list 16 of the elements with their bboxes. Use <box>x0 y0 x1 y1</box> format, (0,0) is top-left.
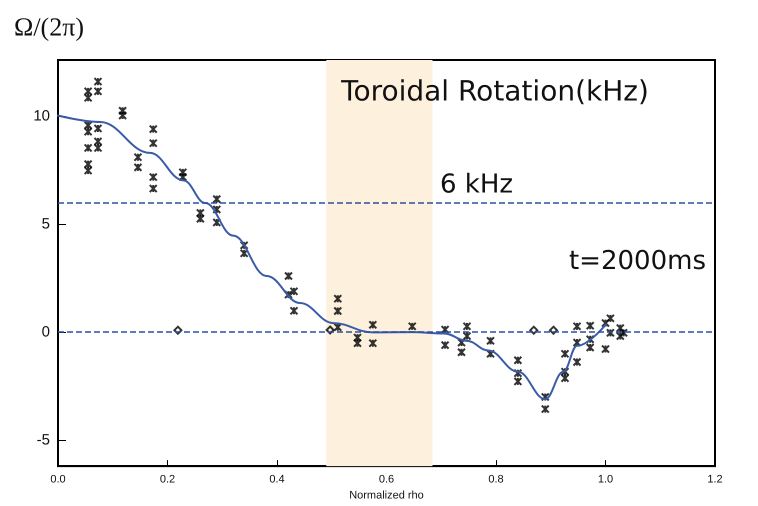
x-tick-label: 0.0 <box>50 474 66 486</box>
y-tick-label: 0 <box>42 324 50 341</box>
x-tick-label: 0.2 <box>160 474 176 486</box>
annotation: t=2000ms <box>568 246 706 276</box>
x-tick-label: 0.4 <box>269 474 285 486</box>
x-tick-label: 1.0 <box>598 474 614 486</box>
text: Toroidal Rotation(kHz) <box>340 74 649 108</box>
x-tick-label: 0.6 <box>378 474 394 486</box>
x-axis-title: Normalized rho <box>349 490 424 502</box>
x-tick-label: 0.8 <box>488 474 504 486</box>
y-tick-label: 5 <box>42 216 50 233</box>
ref-line-label: 6 kHz <box>440 170 514 200</box>
x-tick-label: 1.2 <box>707 474 723 486</box>
y-tick-label: 10 <box>33 108 50 125</box>
y-tick-label: -5 <box>36 432 50 449</box>
y-axis-title: Ω/(2π) <box>14 12 84 42</box>
